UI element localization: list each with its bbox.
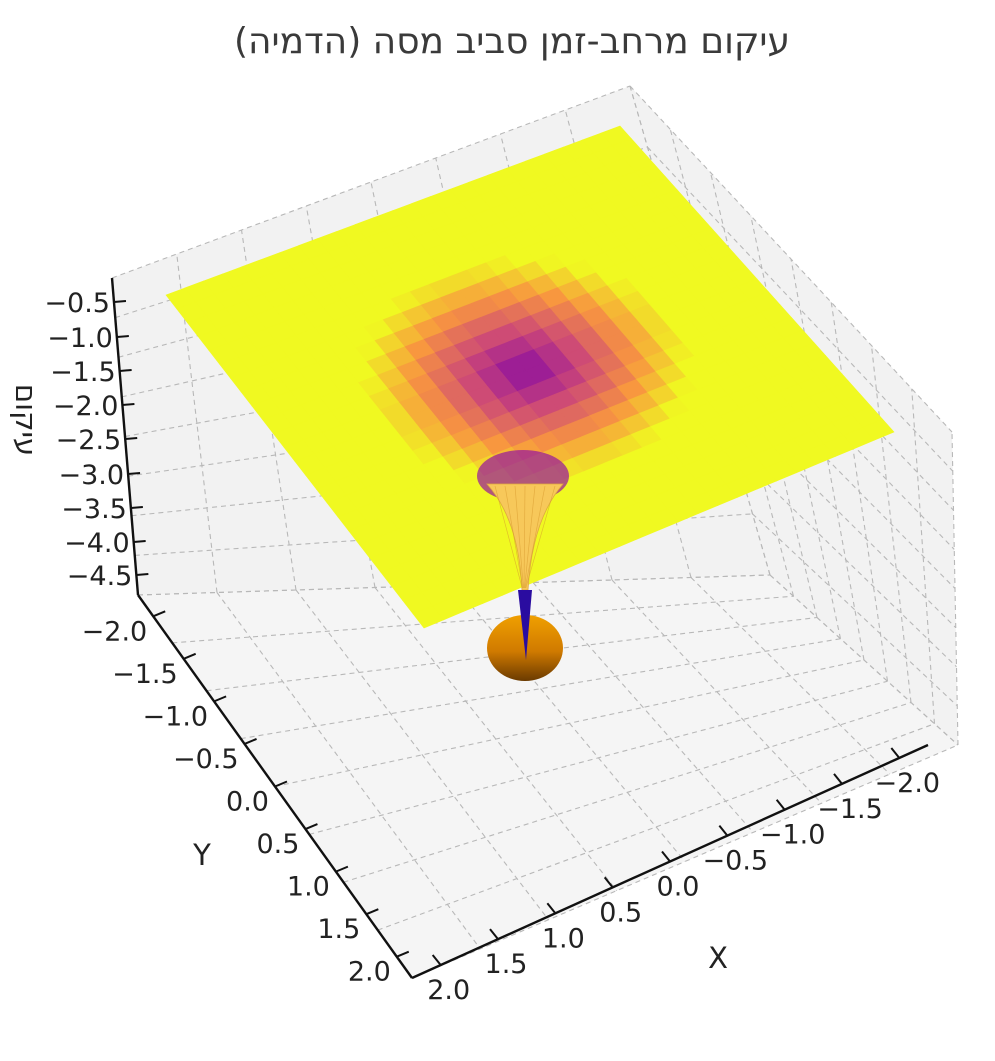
y-tick-mark [274,780,288,788]
funnel-spike [518,590,532,660]
z-tick-label: −4.5 [67,561,133,592]
funnel-mesh-line [524,485,536,589]
y-tick-mark [335,865,349,873]
floor-grid-line [690,577,891,775]
x-tick-mark [890,747,901,759]
side-wall-grid-line [911,388,936,724]
funnel-throat [486,483,564,660]
z-tick-mark [136,573,149,576]
z-tick-mark [125,437,138,440]
z-tick-mark [122,403,135,406]
z-tick-mark [113,300,127,303]
back-wall-grid-line [111,85,631,279]
z-tick-mark [116,335,129,338]
floor-grid-line [274,659,865,788]
y-tick-mark [152,610,166,618]
y-tick-mark [244,738,257,745]
y-axis-label: Y [192,838,211,872]
x-tick-label: −2.0 [875,768,941,799]
y-tick-label: 1.0 [287,872,330,903]
z-tick-label: −2.0 [53,391,119,422]
y-tick-label: 2.0 [348,957,391,988]
x-tick-mark [546,902,557,914]
y-tick-mark [213,695,227,703]
side-wall-grid-line [752,513,958,707]
z-tick-label: −1.0 [47,323,113,354]
z-tick-label: −1.5 [50,357,116,388]
x-axis-label: X [708,941,728,975]
floor-grid-line [343,701,912,883]
x-tick-label: 0.0 [657,872,700,903]
funnel-mesh-line [524,485,546,589]
x-tick-mark [833,773,843,785]
y-tick-mark [365,908,379,916]
x-tick-label: 2.0 [427,975,470,1006]
floor-grid-line [216,592,481,950]
floor-grid-line [240,638,841,740]
side-wall-grid-line [629,85,953,433]
side-wall-grid-line [790,258,865,661]
y-tick-label: 0.0 [226,787,269,818]
x-tick-mark [603,876,614,889]
z-tick-label: −2.5 [56,425,122,456]
y-tick-label: −1.0 [143,701,209,732]
x-tick-label: −1.0 [760,820,826,851]
floor-grid-line [309,680,888,835]
y-tick-label: −1.5 [112,659,178,690]
floor-pane [138,575,958,978]
funnel-mesh-line [525,485,556,589]
funnel-mesh-line [514,485,524,589]
funnel-mesh-line [494,485,523,589]
z-axis-line [110,277,140,596]
surface-patch [862,418,895,441]
z-tick-label: −3.0 [59,460,125,491]
z-tick-label: −3.5 [61,494,127,525]
x-tick-label: 1.0 [542,923,585,954]
funnel-mesh-line [504,485,524,589]
floor-grid-line [295,589,549,921]
y-tick-mark [305,823,318,830]
axis-ticks: −0.5−1.0−1.5−2.0−2.5−3.0−3.5−4.0−4.5−2.0… [44,288,940,1006]
x-tick-mark [661,850,671,863]
x-tick-label: 1.5 [485,949,528,980]
x-tick-mark [775,799,786,811]
y-tick-label: −0.5 [173,744,239,775]
z-tick-mark [130,506,143,509]
x-tick-label: 0.5 [599,897,642,928]
y-tick-label: 1.5 [317,914,360,945]
z-tick-mark [133,540,146,543]
floor-grid-line [172,595,794,644]
x-tick-mark [718,824,729,837]
z-tick-label: −4.0 [64,528,130,559]
floor-grid-line [532,582,754,833]
x-tick-mark [489,928,499,940]
z-tick-label: −0.5 [44,288,110,319]
side-wall-grid-line [734,452,957,668]
chart-title: עיקום מרחב-זמן סביב מסה (הדמיה) [234,21,790,62]
y-tick-label: 0.5 [256,829,299,860]
side-wall-grid-line [647,146,954,472]
z-axis-label: עיקום [9,384,43,456]
x-tick-mark [431,954,442,966]
z-tick-mark [119,369,132,372]
x-tick-label: −0.5 [703,846,769,877]
y-tick-mark [183,652,197,660]
side-wall-grid-line [870,345,912,703]
back-wall-grid-line [176,253,218,593]
x-tick-label: −1.5 [817,794,883,825]
y-tick-label: −2.0 [82,616,148,647]
z-tick-mark [127,472,141,475]
y-tick-mark [396,950,410,958]
floor-grid-line [611,579,822,804]
funnel-mesh-line [523,485,526,589]
side-wall-grid-line [769,574,959,746]
